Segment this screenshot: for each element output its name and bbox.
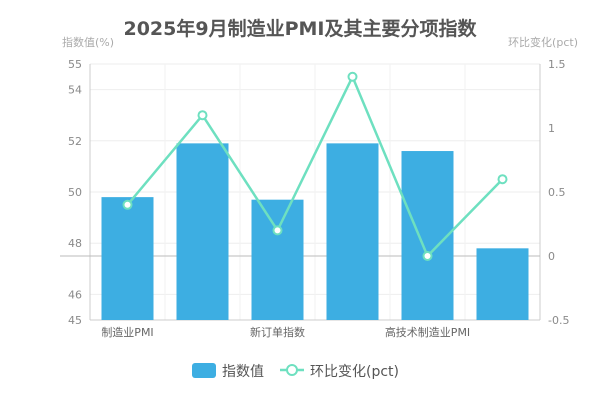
y-left-tick-label: 55 [68, 58, 82, 71]
line-point [497, 174, 508, 185]
bar [176, 143, 229, 320]
bar [251, 199, 304, 320]
line-point [272, 225, 283, 236]
line-point [197, 110, 208, 121]
legend-swatch-bar [192, 363, 216, 378]
y-left-tick-label: 45 [68, 314, 82, 327]
y-right-tick-label: 0.5 [548, 186, 566, 199]
y-right-tick-label: 1.5 [548, 58, 566, 71]
y-right-tick-label: 0 [548, 250, 555, 263]
x-tick-label: 高技术制造业PMI [385, 325, 470, 339]
bar [401, 151, 454, 320]
line-point [122, 199, 133, 210]
y-left-tick-label: 54 [68, 84, 82, 97]
y-axis-left-name: 指数值(%) [62, 35, 114, 49]
y-left-tick-label: 48 [68, 237, 82, 250]
series-line [126, 73, 504, 259]
x-tick-label: 新订单指数 [250, 325, 305, 339]
line-point [422, 251, 433, 261]
y-right-tick-label: 1 [548, 122, 555, 135]
bar [476, 248, 529, 320]
y-left-tick-label: 46 [68, 288, 82, 301]
legend-label-bar: 指数值 [222, 364, 264, 380]
legend-label-line: 环比变化(pct) [310, 364, 399, 380]
x-tick-label: 制造业PMI [101, 325, 153, 339]
bar [326, 143, 379, 320]
y-left-tick-label: 52 [68, 135, 82, 148]
bar [101, 197, 154, 320]
y-left-tick-label: 50 [68, 186, 82, 199]
chart-title: 2025年9月制造业PMI及其主要分项指数 [123, 18, 477, 40]
y-right-tick-label: -0.5 [548, 314, 569, 327]
y-axis-right-name: 环比变化(pct) [508, 35, 578, 49]
legend-swatch-point [286, 364, 298, 376]
line-point [347, 71, 358, 82]
